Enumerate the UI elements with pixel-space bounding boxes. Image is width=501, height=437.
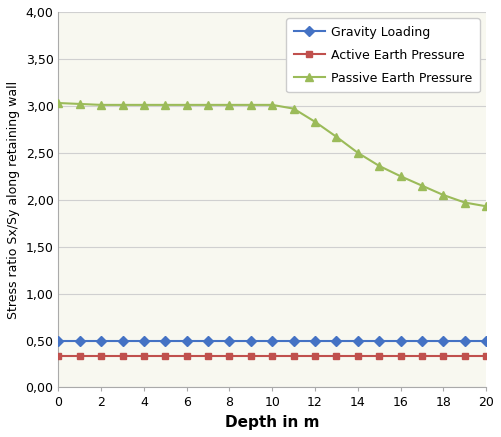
Gravity Loading xyxy=(398,338,404,343)
Line: Active Earth Pressure: Active Earth Pressure xyxy=(55,353,489,360)
Gravity Loading xyxy=(462,338,468,343)
Active Earth Pressure xyxy=(162,354,168,359)
Gravity Loading xyxy=(269,338,275,343)
Passive Earth Pressure xyxy=(398,173,404,179)
Active Earth Pressure xyxy=(312,354,318,359)
Gravity Loading xyxy=(120,338,126,343)
X-axis label: Depth in m: Depth in m xyxy=(225,415,320,430)
Active Earth Pressure xyxy=(55,354,61,359)
Legend: Gravity Loading, Active Earth Pressure, Passive Earth Pressure: Gravity Loading, Active Earth Pressure, … xyxy=(286,18,480,92)
Active Earth Pressure xyxy=(333,354,339,359)
Gravity Loading xyxy=(162,338,168,343)
Active Earth Pressure xyxy=(77,354,83,359)
Gravity Loading xyxy=(55,338,61,343)
Passive Earth Pressure xyxy=(226,102,232,108)
Active Earth Pressure xyxy=(483,354,489,359)
Active Earth Pressure xyxy=(184,354,190,359)
Passive Earth Pressure xyxy=(205,102,211,108)
Active Earth Pressure xyxy=(120,354,126,359)
Active Earth Pressure xyxy=(440,354,446,359)
Active Earth Pressure xyxy=(291,354,297,359)
Passive Earth Pressure xyxy=(483,204,489,209)
Passive Earth Pressure xyxy=(355,150,361,156)
Gravity Loading xyxy=(440,338,446,343)
Passive Earth Pressure xyxy=(184,102,190,108)
Active Earth Pressure xyxy=(248,354,254,359)
Passive Earth Pressure xyxy=(248,102,254,108)
Passive Earth Pressure xyxy=(333,134,339,139)
Passive Earth Pressure xyxy=(98,102,104,108)
Active Earth Pressure xyxy=(462,354,468,359)
Active Earth Pressure xyxy=(98,354,104,359)
Active Earth Pressure xyxy=(355,354,361,359)
Passive Earth Pressure xyxy=(162,102,168,108)
Gravity Loading xyxy=(141,338,147,343)
Y-axis label: Stress ratio Sx/Sy along retaining wall: Stress ratio Sx/Sy along retaining wall xyxy=(7,81,20,319)
Active Earth Pressure xyxy=(269,354,275,359)
Line: Passive Earth Pressure: Passive Earth Pressure xyxy=(54,99,490,211)
Gravity Loading xyxy=(226,338,232,343)
Passive Earth Pressure xyxy=(376,163,382,169)
Active Earth Pressure xyxy=(376,354,382,359)
Gravity Loading xyxy=(333,338,339,343)
Passive Earth Pressure xyxy=(291,106,297,111)
Active Earth Pressure xyxy=(226,354,232,359)
Gravity Loading xyxy=(248,338,254,343)
Gravity Loading xyxy=(184,338,190,343)
Passive Earth Pressure xyxy=(269,102,275,108)
Active Earth Pressure xyxy=(205,354,211,359)
Passive Earth Pressure xyxy=(55,101,61,106)
Passive Earth Pressure xyxy=(462,200,468,205)
Passive Earth Pressure xyxy=(440,192,446,198)
Gravity Loading xyxy=(291,338,297,343)
Gravity Loading xyxy=(483,338,489,343)
Active Earth Pressure xyxy=(398,354,404,359)
Gravity Loading xyxy=(419,338,425,343)
Passive Earth Pressure xyxy=(312,119,318,125)
Gravity Loading xyxy=(312,338,318,343)
Gravity Loading xyxy=(77,338,83,343)
Line: Gravity Loading: Gravity Loading xyxy=(55,337,489,344)
Active Earth Pressure xyxy=(419,354,425,359)
Gravity Loading xyxy=(205,338,211,343)
Active Earth Pressure xyxy=(141,354,147,359)
Passive Earth Pressure xyxy=(120,102,126,108)
Gravity Loading xyxy=(355,338,361,343)
Gravity Loading xyxy=(98,338,104,343)
Passive Earth Pressure xyxy=(141,102,147,108)
Gravity Loading xyxy=(376,338,382,343)
Passive Earth Pressure xyxy=(77,101,83,107)
Passive Earth Pressure xyxy=(419,183,425,188)
